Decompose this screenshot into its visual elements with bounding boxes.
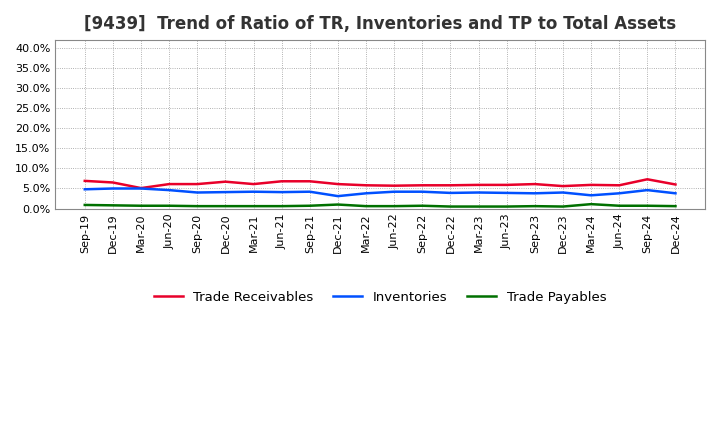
Trade Receivables <box>615 183 624 188</box>
Inventories <box>531 191 539 196</box>
Trade Receivables <box>193 181 202 187</box>
Legend: Trade Receivables, Inventories, Trade Payables: Trade Receivables, Inventories, Trade Pa… <box>148 286 612 309</box>
Trade Receivables <box>249 181 258 187</box>
Trade Payables <box>81 202 89 208</box>
Trade Payables <box>221 204 230 209</box>
Trade Payables <box>333 202 342 207</box>
Trade Receivables <box>221 179 230 184</box>
Title: [9439]  Trend of Ratio of TR, Inventories and TP to Total Assets: [9439] Trend of Ratio of TR, Inventories… <box>84 15 676 33</box>
Trade Payables <box>587 202 595 207</box>
Inventories <box>361 191 370 196</box>
Inventories <box>277 190 286 195</box>
Inventories <box>615 191 624 196</box>
Inventories <box>305 189 314 194</box>
Trade Receivables <box>81 178 89 183</box>
Trade Payables <box>474 204 483 209</box>
Inventories <box>137 186 145 191</box>
Inventories <box>503 190 511 195</box>
Trade Payables <box>390 204 398 209</box>
Trade Payables <box>165 203 174 209</box>
Trade Payables <box>109 203 117 208</box>
Trade Receivables <box>503 182 511 187</box>
Trade Receivables <box>418 183 427 188</box>
Trade Payables <box>418 203 427 209</box>
Inventories <box>643 187 652 193</box>
Trade Receivables <box>587 182 595 187</box>
Trade Payables <box>305 203 314 209</box>
Trade Receivables <box>137 185 145 191</box>
Trade Payables <box>503 204 511 209</box>
Inventories <box>587 193 595 198</box>
Inventories <box>221 190 230 195</box>
Trade Payables <box>193 204 202 209</box>
Trade Receivables <box>671 182 680 187</box>
Trade Receivables <box>643 176 652 182</box>
Trade Receivables <box>390 183 398 188</box>
Inventories <box>333 194 342 199</box>
Trade Receivables <box>559 183 567 189</box>
Trade Receivables <box>305 179 314 184</box>
Trade Receivables <box>277 179 286 184</box>
Inventories <box>165 187 174 193</box>
Trade Payables <box>277 204 286 209</box>
Trade Receivables <box>333 181 342 187</box>
Trade Payables <box>615 203 624 209</box>
Trade Payables <box>531 204 539 209</box>
Trade Payables <box>559 204 567 209</box>
Inventories <box>249 189 258 194</box>
Inventories <box>559 190 567 195</box>
Trade Receivables <box>446 183 455 188</box>
Trade Receivables <box>165 181 174 187</box>
Trade Payables <box>643 203 652 209</box>
Inventories <box>446 190 455 195</box>
Inventories <box>193 190 202 195</box>
Trade Payables <box>249 204 258 209</box>
Trade Payables <box>137 203 145 209</box>
Line: Inventories: Inventories <box>85 188 675 196</box>
Inventories <box>390 189 398 194</box>
Trade Payables <box>361 204 370 209</box>
Trade Receivables <box>531 181 539 187</box>
Inventories <box>671 191 680 196</box>
Line: Trade Payables: Trade Payables <box>85 204 675 206</box>
Inventories <box>418 189 427 194</box>
Inventories <box>474 190 483 195</box>
Inventories <box>81 187 89 192</box>
Trade Receivables <box>361 183 370 188</box>
Trade Receivables <box>474 182 483 187</box>
Trade Receivables <box>109 180 117 185</box>
Inventories <box>109 186 117 191</box>
Trade Payables <box>671 204 680 209</box>
Trade Payables <box>446 204 455 209</box>
Line: Trade Receivables: Trade Receivables <box>85 179 675 188</box>
